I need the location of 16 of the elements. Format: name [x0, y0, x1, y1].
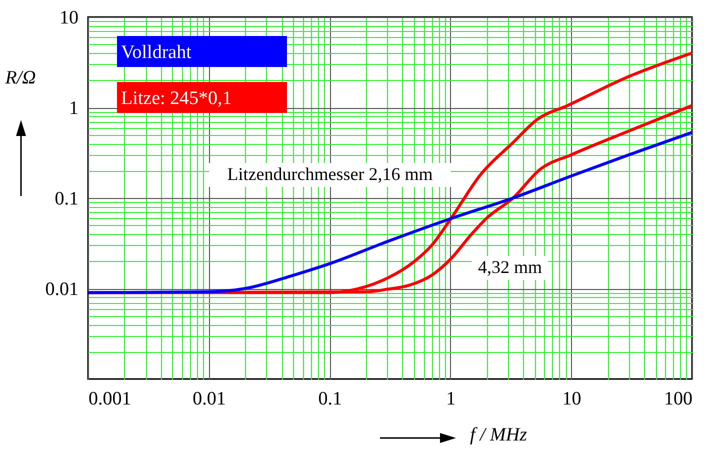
text: Litze: 245*0,1	[121, 88, 232, 109]
y-tick-label: 0.01	[45, 279, 78, 300]
x-tick-label: 100	[664, 388, 692, 410]
x-axis-title: f / MHz	[470, 424, 528, 446]
x-tick-label: 0.01	[192, 388, 226, 410]
x-tick-label: 0.001	[88, 388, 132, 410]
y-tick-label: 10	[60, 8, 78, 28]
y-tick-label: 1	[69, 98, 78, 119]
x-tick-label: 0.1	[318, 388, 342, 410]
x-tick-label: 1	[446, 388, 456, 410]
x-tick-label: 10	[562, 388, 582, 410]
annotation: Litzendurchmesser 2,16 mm	[227, 164, 433, 184]
y-tick-label: 0.1	[54, 188, 78, 210]
y-axis-title: R/Ω	[4, 68, 36, 88]
text: Volldraht	[121, 42, 192, 63]
annotation: 4,32 mm	[478, 257, 542, 277]
